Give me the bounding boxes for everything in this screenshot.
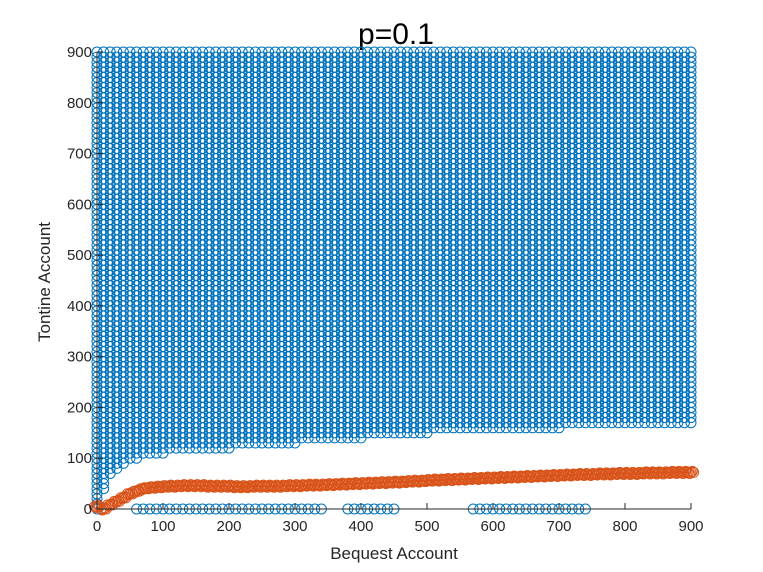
data-markers xyxy=(88,46,700,516)
chart-title: p=0.1 xyxy=(358,18,434,51)
series-blue xyxy=(91,46,697,515)
